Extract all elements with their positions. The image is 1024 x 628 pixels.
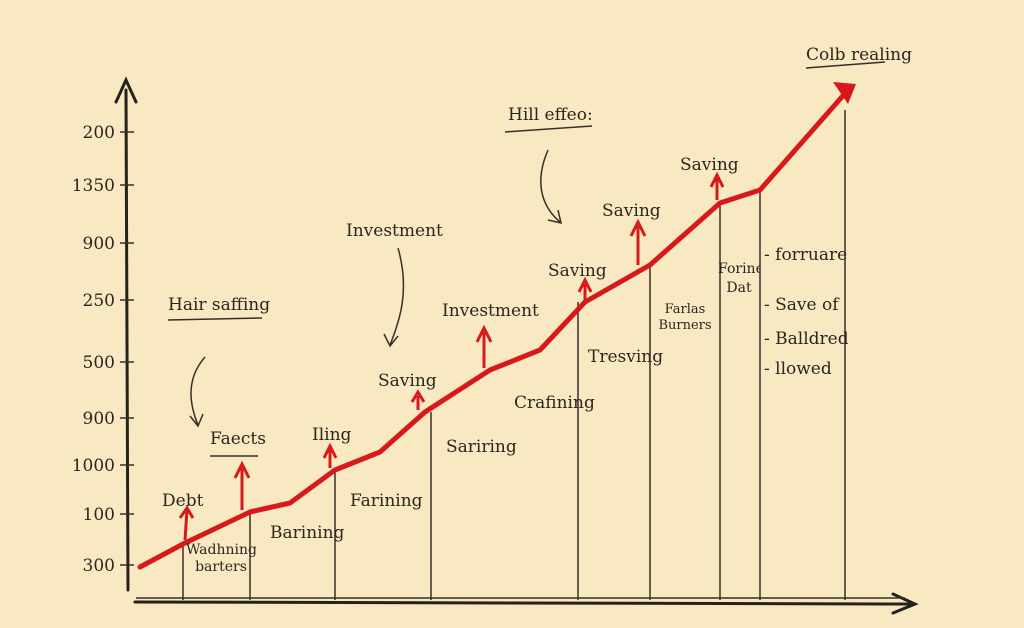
- annotation: Saving: [680, 155, 739, 175]
- annotation: Sariring: [446, 437, 517, 457]
- pointer-arrows: [167, 61, 886, 457]
- axes: [114, 76, 919, 615]
- annotation: Colb realing: [806, 45, 912, 65]
- annotation: Hair saffing: [168, 295, 270, 315]
- y-label: 1350: [72, 176, 115, 196]
- annotation: Debt: [162, 491, 204, 511]
- annotation: Tresving: [588, 347, 663, 367]
- y-label: 500: [83, 353, 115, 373]
- y-label: 250: [83, 291, 115, 311]
- annotation-box: Farlas Burners: [658, 302, 712, 333]
- annotation: Iling: [312, 425, 352, 445]
- trend-line: [137, 87, 851, 570]
- annotation: Investment: [346, 221, 443, 241]
- annotation-box: Wadhning barters: [186, 542, 256, 575]
- annotation: Farining: [350, 491, 423, 511]
- annotation: - Balldred: [764, 329, 849, 349]
- annotation: Barining: [270, 523, 345, 543]
- annotation-box: Forine Dat: [718, 261, 760, 296]
- y-label: 100: [83, 505, 115, 525]
- y-label: 300: [83, 556, 115, 576]
- annotation: - forruare: [764, 245, 847, 265]
- y-label: 200: [83, 123, 115, 143]
- annotation: Farlas Burners: [658, 302, 712, 333]
- annotation: Saving: [602, 201, 661, 221]
- annotation: Saving: [378, 371, 437, 391]
- y-labels: 200 1350 900 250 500 900 1000 100 300: [72, 123, 115, 576]
- y-label: 900: [83, 409, 115, 429]
- trend-arrowhead: [833, 82, 856, 104]
- annotation: Saving: [548, 261, 607, 281]
- annotation: Faects: [210, 429, 266, 449]
- annotation: Forine Dat: [718, 261, 760, 296]
- annotation: - llowed: [764, 359, 832, 379]
- y-label: 1000: [72, 456, 115, 476]
- up-arrows: [178, 171, 725, 541]
- annotation: - Save of: [764, 295, 840, 315]
- y-label: 900: [83, 234, 115, 254]
- annotations: Colb realing Hill effeo: Investment Hair…: [162, 45, 912, 575]
- annotation: Hill effeo:: [508, 105, 593, 125]
- annotation: Wadhning barters: [186, 542, 256, 575]
- annotation: Investment: [442, 301, 539, 321]
- annotation: Crafining: [514, 393, 595, 413]
- drop-lines: [182, 110, 846, 600]
